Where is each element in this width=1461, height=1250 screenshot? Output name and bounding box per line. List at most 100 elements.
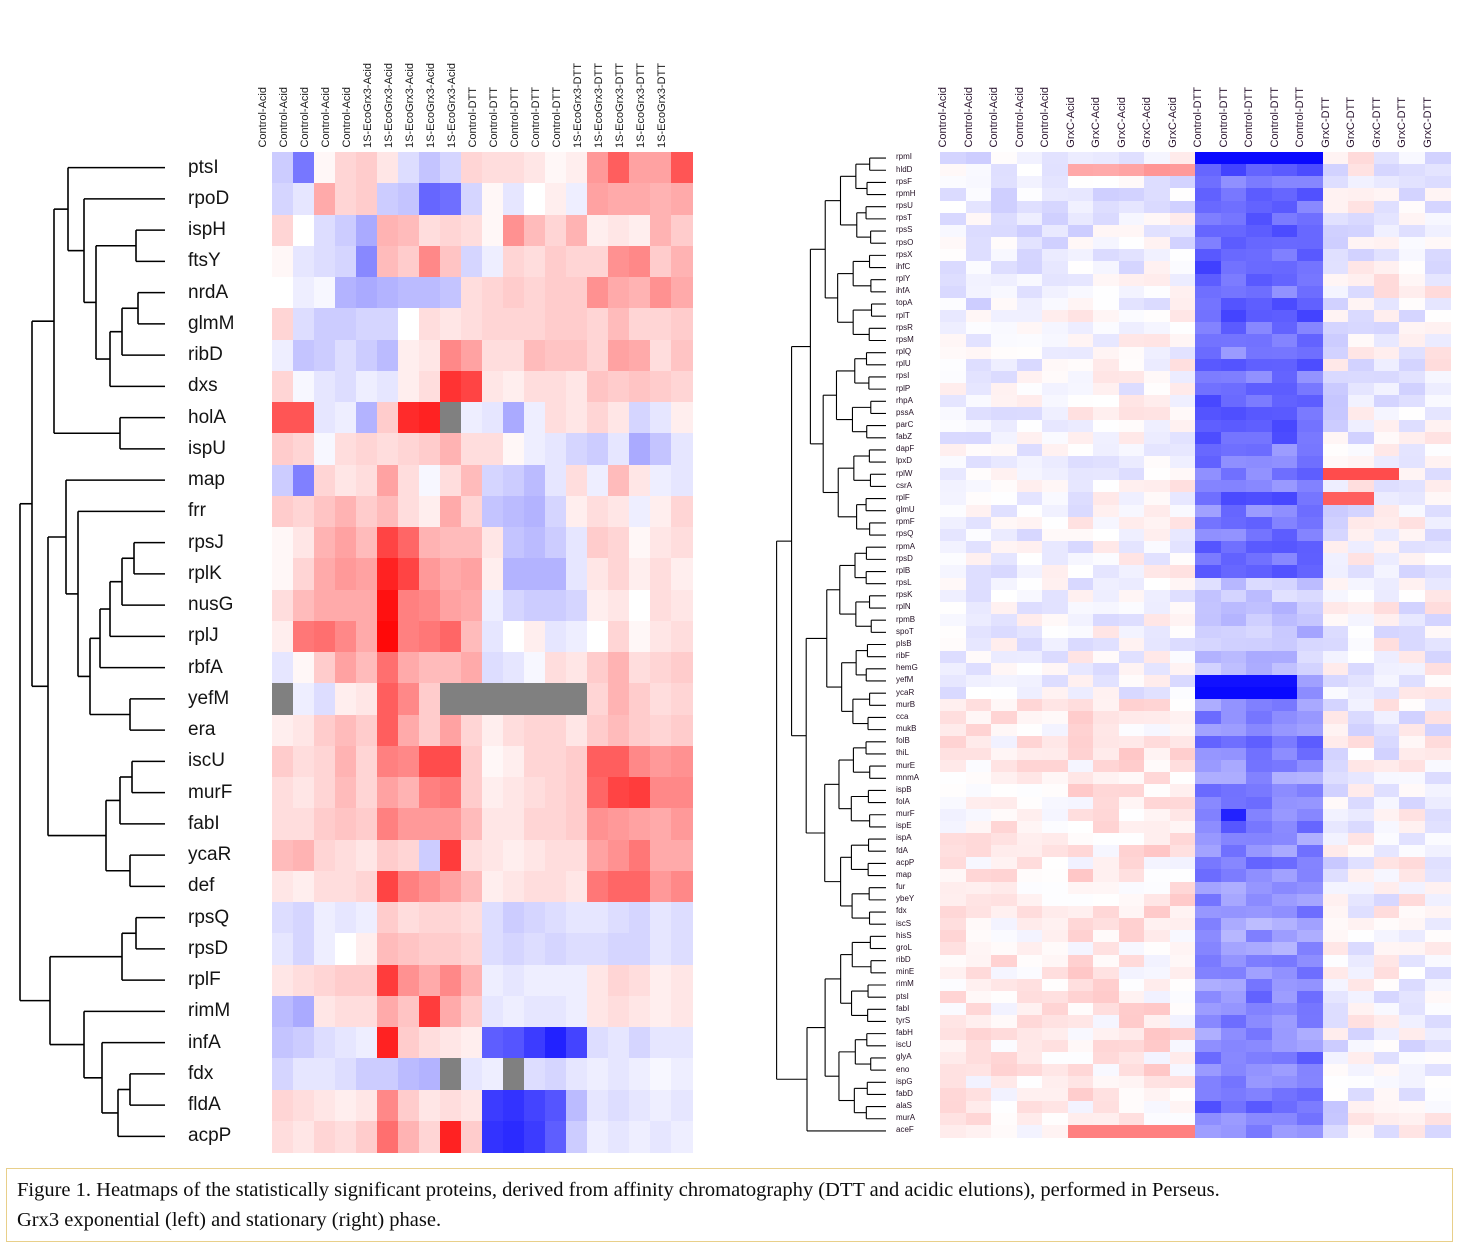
- heatmap-cell[interactable]: [419, 589, 441, 622]
- heatmap-cell[interactable]: [1220, 1064, 1247, 1077]
- heatmap-cell[interactable]: [1271, 638, 1298, 652]
- heatmap-cell[interactable]: [1144, 431, 1171, 445]
- heatmap-cell[interactable]: [1016, 626, 1043, 639]
- heatmap-cell[interactable]: [1373, 261, 1400, 275]
- heatmap-cell[interactable]: [991, 1039, 1018, 1053]
- heatmap-cell[interactable]: [1322, 516, 1349, 530]
- heatmap-cell[interactable]: [629, 902, 651, 934]
- heatmap-cell[interactable]: [1322, 212, 1349, 226]
- heatmap-cell[interactable]: [1195, 565, 1222, 579]
- heatmap-cell[interactable]: [419, 214, 441, 247]
- heatmap-cell[interactable]: [1271, 577, 1298, 591]
- heatmap-cell[interactable]: [545, 1120, 567, 1153]
- heatmap-cell[interactable]: [965, 443, 992, 457]
- heatmap-cell[interactable]: [419, 933, 441, 966]
- heatmap-cell[interactable]: [293, 183, 315, 216]
- heatmap-cell[interactable]: [1373, 1112, 1400, 1126]
- heatmap-cell[interactable]: [1195, 346, 1222, 360]
- heatmap-cell[interactable]: [461, 1058, 483, 1091]
- heatmap-cell[interactable]: [1169, 614, 1196, 627]
- heatmap-cell[interactable]: [1220, 1076, 1247, 1089]
- heatmap-cell[interactable]: [398, 902, 420, 934]
- heatmap-cell[interactable]: [1093, 164, 1120, 177]
- heatmap-cell[interactable]: [1322, 1039, 1349, 1053]
- heatmap-cell[interactable]: [1118, 954, 1145, 968]
- heatmap-cell[interactable]: [1195, 370, 1222, 384]
- heatmap-cell[interactable]: [356, 620, 378, 653]
- heatmap-cell[interactable]: [1399, 930, 1426, 944]
- heatmap-cell[interactable]: [587, 558, 609, 591]
- heatmap-cell[interactable]: [1373, 772, 1400, 785]
- heatmap-cell[interactable]: [1067, 504, 1094, 518]
- heatmap-cell[interactable]: [1246, 212, 1273, 226]
- heatmap-cell[interactable]: [1246, 650, 1273, 664]
- heatmap-cell[interactable]: [1144, 589, 1171, 603]
- heatmap-cell[interactable]: [1169, 224, 1196, 238]
- heatmap-cell[interactable]: [940, 687, 967, 700]
- heatmap-cell[interactable]: [940, 614, 967, 627]
- heatmap-cell[interactable]: [965, 614, 992, 627]
- heatmap-cell[interactable]: [1322, 930, 1349, 944]
- heatmap-cell[interactable]: [356, 964, 378, 997]
- heatmap-cell[interactable]: [1348, 723, 1375, 737]
- heatmap-cell[interactable]: [940, 541, 967, 554]
- heatmap-cell[interactable]: [314, 902, 336, 934]
- heatmap-cell[interactable]: [940, 1051, 967, 1065]
- heatmap-cell[interactable]: [1042, 395, 1069, 408]
- heatmap-cell[interactable]: [1220, 601, 1247, 615]
- heatmap-cell[interactable]: [293, 683, 315, 716]
- heatmap-cell[interactable]: [1424, 334, 1451, 348]
- heatmap-cell[interactable]: [1169, 383, 1196, 396]
- heatmap-cell[interactable]: [1169, 808, 1196, 822]
- heatmap-cell[interactable]: [965, 735, 992, 749]
- heatmap-cell[interactable]: [1016, 322, 1043, 335]
- heatmap-cell[interactable]: [524, 308, 546, 341]
- heatmap-cell[interactable]: [419, 1120, 441, 1153]
- heatmap-cell[interactable]: [1373, 224, 1400, 238]
- heatmap-cell[interactable]: [419, 683, 441, 716]
- heatmap-cell[interactable]: [293, 964, 315, 997]
- heatmap-cell[interactable]: [1093, 845, 1120, 858]
- heatmap-cell[interactable]: [1169, 431, 1196, 445]
- heatmap-cell[interactable]: [1042, 237, 1069, 250]
- heatmap-cell[interactable]: [650, 1058, 672, 1091]
- heatmap-cell[interactable]: [356, 370, 378, 403]
- heatmap-cell[interactable]: [1220, 1051, 1247, 1065]
- heatmap-cell[interactable]: [965, 383, 992, 396]
- heatmap-cell[interactable]: [1373, 285, 1400, 299]
- heatmap-cell[interactable]: [1144, 516, 1171, 530]
- heatmap-cell[interactable]: [650, 683, 672, 716]
- heatmap-cell[interactable]: [1195, 796, 1222, 810]
- heatmap-cell[interactable]: [1373, 297, 1400, 311]
- heatmap-cell[interactable]: [1373, 456, 1400, 469]
- heatmap-cell[interactable]: [461, 964, 483, 997]
- heatmap-cell[interactable]: [356, 183, 378, 216]
- heatmap-cell[interactable]: [293, 745, 315, 778]
- heatmap-cell[interactable]: [1220, 832, 1247, 846]
- heatmap-cell[interactable]: [1067, 370, 1094, 384]
- heatmap-cell[interactable]: [1297, 419, 1324, 433]
- heatmap-cell[interactable]: [1144, 735, 1171, 749]
- heatmap-cell[interactable]: [608, 558, 630, 591]
- heatmap-cell[interactable]: [1297, 541, 1324, 554]
- heatmap-cell[interactable]: [1220, 383, 1247, 396]
- heatmap-cell[interactable]: [377, 808, 399, 841]
- heatmap-cell[interactable]: [1424, 443, 1451, 457]
- heatmap-cell[interactable]: [1067, 918, 1094, 931]
- heatmap-cell[interactable]: [1169, 1076, 1196, 1089]
- heatmap-cell[interactable]: [940, 638, 967, 652]
- heatmap-cell[interactable]: [356, 402, 378, 434]
- heatmap-cell[interactable]: [1042, 1112, 1069, 1126]
- heatmap-cell[interactable]: [1042, 297, 1069, 311]
- heatmap-cell[interactable]: [587, 527, 609, 559]
- heatmap-cell[interactable]: [1373, 176, 1400, 190]
- heatmap-cell[interactable]: [1118, 237, 1145, 250]
- heatmap-cell[interactable]: [1118, 1051, 1145, 1065]
- heatmap-cell[interactable]: [1118, 626, 1145, 639]
- heatmap-cell[interactable]: [1220, 322, 1247, 335]
- heatmap-cell[interactable]: [272, 714, 294, 747]
- heatmap-cell[interactable]: [1271, 224, 1298, 238]
- heatmap-cell[interactable]: [1246, 845, 1273, 858]
- heatmap-cell[interactable]: [1322, 1100, 1349, 1114]
- heatmap-cell[interactable]: [1093, 273, 1120, 287]
